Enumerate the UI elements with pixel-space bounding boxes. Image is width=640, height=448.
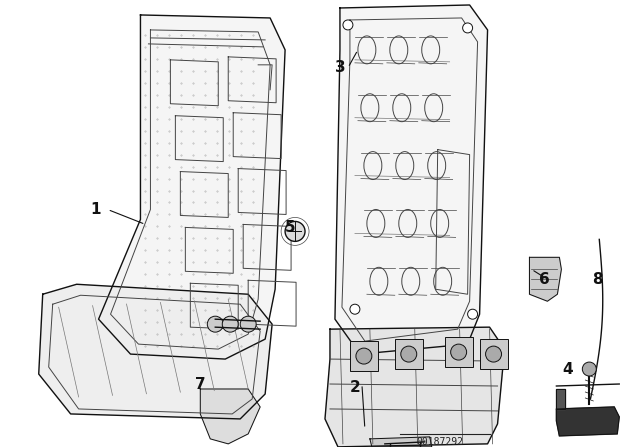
Text: 8: 8: [592, 272, 603, 287]
Circle shape: [401, 346, 417, 362]
Polygon shape: [99, 15, 285, 359]
Polygon shape: [39, 284, 272, 419]
Circle shape: [285, 221, 305, 241]
Polygon shape: [529, 257, 561, 301]
Circle shape: [356, 348, 372, 364]
Circle shape: [486, 346, 502, 362]
Polygon shape: [335, 5, 488, 354]
Circle shape: [350, 304, 360, 314]
Polygon shape: [200, 389, 260, 444]
Circle shape: [582, 362, 596, 376]
Circle shape: [451, 344, 467, 360]
Text: 2: 2: [349, 379, 360, 395]
Text: 00187292: 00187292: [416, 437, 463, 447]
Text: 1: 1: [90, 202, 101, 217]
Text: 5: 5: [285, 220, 296, 235]
Polygon shape: [556, 389, 565, 409]
Polygon shape: [445, 337, 472, 367]
Polygon shape: [556, 407, 620, 436]
Text: 3: 3: [335, 60, 345, 75]
Circle shape: [463, 23, 472, 33]
Text: 6: 6: [539, 272, 550, 287]
Polygon shape: [479, 339, 508, 369]
Polygon shape: [350, 341, 378, 371]
Circle shape: [343, 20, 353, 30]
Circle shape: [240, 316, 256, 332]
Circle shape: [222, 316, 238, 332]
Circle shape: [468, 309, 477, 319]
Polygon shape: [395, 339, 423, 369]
Text: 4: 4: [562, 362, 573, 377]
Circle shape: [207, 316, 223, 332]
Text: 7: 7: [195, 376, 205, 392]
Polygon shape: [325, 327, 504, 447]
Polygon shape: [370, 437, 432, 447]
